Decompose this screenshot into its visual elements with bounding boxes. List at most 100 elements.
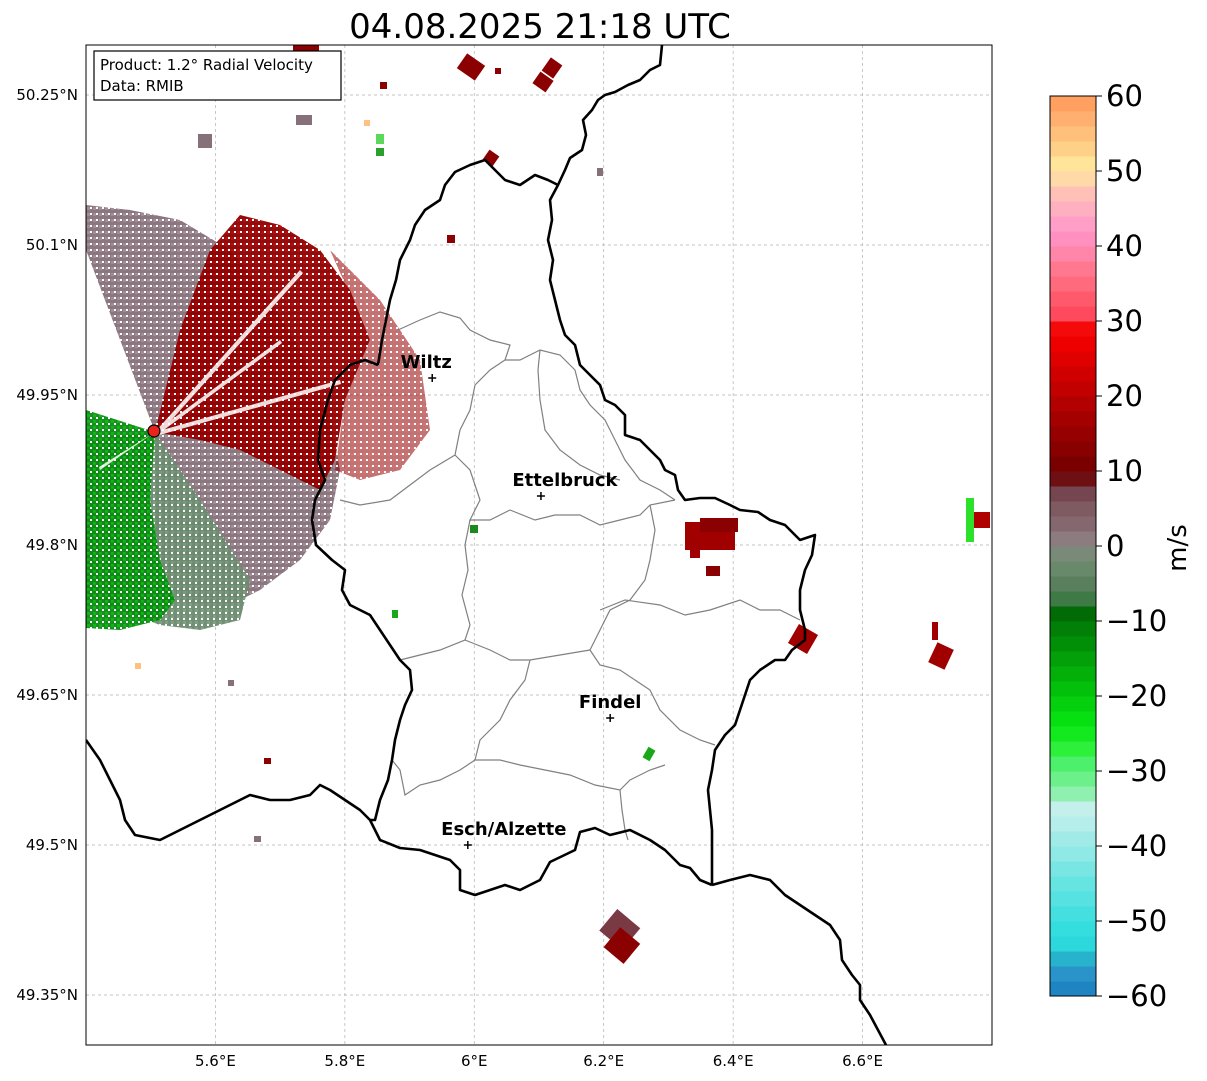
city-marker: Esch/Alzette bbox=[441, 819, 566, 849]
colorbar-segment bbox=[1050, 261, 1096, 277]
city-label: Esch/Alzette bbox=[441, 819, 566, 840]
colorbar-tick-label: −10 bbox=[1106, 604, 1167, 638]
colorbar-segment bbox=[1050, 156, 1096, 172]
colorbar-segment bbox=[1050, 351, 1096, 367]
x-tick-label: 6.4°E bbox=[713, 1052, 754, 1070]
colorbar-segment bbox=[1050, 651, 1096, 667]
axis-labels: 5.6°E 5.8°E 6°E 6.2°E 6.4°E 6.6°E 50.25°N 50.1°… bbox=[16, 86, 883, 1070]
colorbar-segment bbox=[1050, 831, 1096, 847]
colorbar-segment bbox=[1050, 126, 1096, 142]
city-label: Findel bbox=[579, 692, 642, 713]
colorbar-segment bbox=[1050, 246, 1096, 262]
colorbar-tick-label: −30 bbox=[1106, 754, 1167, 788]
x-tick-label: 5.8°E bbox=[324, 1052, 365, 1070]
colorbar-segment bbox=[1050, 591, 1096, 607]
colorbar-tick-label: 10 bbox=[1106, 454, 1143, 488]
echo-cluster-south bbox=[599, 909, 641, 964]
colorbar-segment bbox=[1050, 186, 1096, 202]
city-label: Wiltz bbox=[401, 352, 452, 373]
colorbar-segment bbox=[1050, 546, 1096, 562]
radar-echo-layer bbox=[86, 45, 990, 964]
colorbar-segment bbox=[1050, 711, 1096, 727]
colorbar-segment bbox=[1050, 756, 1096, 772]
colorbar-tick-label: −40 bbox=[1106, 829, 1167, 863]
x-tick-label: 6.6°E bbox=[842, 1052, 883, 1070]
colorbar-segment bbox=[1050, 981, 1096, 997]
colorbar-segment bbox=[1050, 216, 1096, 232]
colorbar-tick-label: 20 bbox=[1106, 379, 1143, 413]
colorbar-segment bbox=[1050, 111, 1096, 127]
colorbar-segment bbox=[1050, 501, 1096, 517]
colorbar-segment bbox=[1050, 516, 1096, 532]
echo-cluster-far-east-2 bbox=[932, 622, 938, 640]
colorbar-segment bbox=[1050, 366, 1096, 382]
echo-cluster-east bbox=[685, 518, 738, 576]
info-data-source: Data: RMIB bbox=[100, 77, 184, 95]
colorbar-segment bbox=[1050, 531, 1096, 547]
colorbar-label: m/s bbox=[1163, 524, 1193, 572]
radar-site-marker bbox=[147, 424, 161, 438]
map-frame bbox=[85, 44, 993, 1046]
colorbar-segment bbox=[1050, 96, 1096, 112]
colorbar-segment bbox=[1050, 681, 1096, 697]
colorbar-segment bbox=[1050, 666, 1096, 682]
colorbar-segment bbox=[1050, 771, 1096, 787]
colorbar-segment bbox=[1050, 306, 1096, 322]
colorbar-segment bbox=[1050, 696, 1096, 712]
city-label: Ettelbruck bbox=[512, 470, 618, 491]
colorbar: 60 50 40 30 20 10 0 −10 −20 −30 −40 −50 −60 bbox=[1049, 79, 1167, 1013]
colorbar-tick-label: 40 bbox=[1106, 229, 1143, 263]
map-area: Wiltz Ettelbruck Findel Esch/Alzette bbox=[86, 45, 992, 1045]
colorbar-segment bbox=[1050, 786, 1096, 802]
colorbar-segment bbox=[1050, 801, 1096, 817]
y-tick-label: 49.8°N bbox=[26, 536, 78, 554]
colorbar-segment bbox=[1050, 966, 1096, 982]
colorbar-segment bbox=[1050, 906, 1096, 922]
colorbar-tick-label: 0 bbox=[1106, 529, 1124, 563]
colorbar-segment bbox=[1050, 336, 1096, 352]
colorbar-segment bbox=[1050, 726, 1096, 742]
city-marker: Findel bbox=[579, 692, 642, 722]
country-borders bbox=[86, 45, 888, 1045]
map-title: 04.08.2025 21:18 UTC bbox=[349, 7, 731, 47]
x-tick-label: 6.2°E bbox=[583, 1052, 624, 1070]
colorbar-segment bbox=[1050, 411, 1096, 427]
colorbar-segment bbox=[1050, 741, 1096, 757]
colorbar-tick-label: 50 bbox=[1106, 154, 1143, 188]
echo-cluster-edge-green bbox=[966, 498, 974, 542]
echo-red-scatter bbox=[330, 250, 430, 480]
colorbar-segment bbox=[1050, 951, 1096, 967]
colorbar-segment bbox=[1050, 321, 1096, 337]
colorbar-segment bbox=[1050, 921, 1096, 937]
admin-boundaries bbox=[339, 311, 801, 841]
colorbar-segment bbox=[1050, 816, 1096, 832]
info-box: Product: 1.2° Radial Velocity Data: RMIB bbox=[93, 50, 342, 101]
echo-cluster-far-east bbox=[928, 642, 954, 670]
colorbar-segment bbox=[1050, 276, 1096, 292]
city-marker: Wiltz bbox=[401, 352, 452, 382]
x-tick-label: 5.6°E bbox=[195, 1052, 236, 1070]
x-tick-label: 6°E bbox=[461, 1052, 488, 1070]
colorbar-tick-label: −60 bbox=[1106, 979, 1167, 1013]
colorbar-segment bbox=[1050, 201, 1096, 217]
colorbar-tick-label: −50 bbox=[1106, 904, 1167, 938]
colorbar-segment bbox=[1050, 486, 1096, 502]
colorbar-segment bbox=[1050, 561, 1096, 577]
colorbar-segment bbox=[1050, 891, 1096, 907]
colorbar-segment bbox=[1050, 846, 1096, 862]
city-marker: Ettelbruck bbox=[512, 470, 619, 500]
colorbar-segment bbox=[1050, 876, 1096, 892]
y-tick-label: 50.25°N bbox=[16, 86, 78, 104]
colorbar-tick-label: 60 bbox=[1106, 79, 1143, 113]
colorbar-segment bbox=[1050, 606, 1096, 622]
echo-green-findel bbox=[642, 746, 656, 762]
colorbar-segment bbox=[1050, 861, 1096, 877]
colorbar-segment bbox=[1050, 471, 1096, 487]
colorbar-segment bbox=[1050, 426, 1096, 442]
colorbar-segment bbox=[1050, 621, 1096, 637]
echo-green-cone bbox=[86, 410, 175, 630]
colorbar-tick-label: −20 bbox=[1106, 679, 1167, 713]
y-tick-label: 49.95°N bbox=[16, 386, 78, 404]
colorbar-segment bbox=[1050, 576, 1096, 592]
